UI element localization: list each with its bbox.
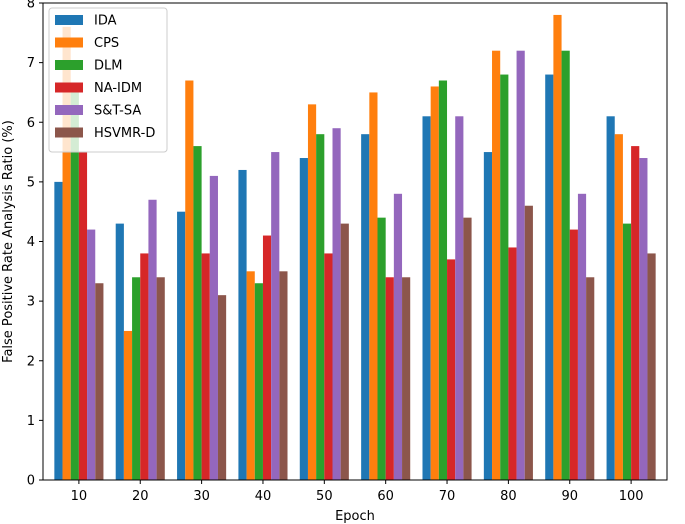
bar-cps-10	[62, 26, 71, 480]
bar-ida-20	[115, 223, 124, 481]
x-tick-label: 70	[439, 489, 456, 504]
y-axis: 0 1 2 3 4 5 6 7 8	[27, 0, 43, 489]
bar-na-idm-100	[631, 146, 640, 480]
bar-dlm-20	[132, 277, 141, 480]
bar-s-t-sa-70	[455, 116, 464, 480]
legend-swatch-na-idm	[55, 82, 83, 93]
bar-ida-70	[422, 116, 431, 480]
legend-label-na-idm: NA-IDM	[94, 81, 142, 96]
legend-label-hsvmr-d: HSVMR-D	[94, 126, 155, 141]
y-tick-label: 3	[27, 295, 35, 310]
bar-hsvmr-d-40	[279, 271, 288, 480]
bar-ida-40	[238, 169, 247, 480]
bar-hsvmr-d-10	[95, 283, 104, 480]
bar-ida-80	[483, 152, 493, 480]
legend-swatch-ida	[55, 15, 83, 25]
legend-label-cps: CPS	[94, 36, 119, 51]
x-tick-label: 30	[193, 489, 210, 504]
bar-hsvmr-d-90	[586, 277, 595, 480]
bar-cps-40	[246, 271, 255, 480]
legend-swatch-s-t-sa	[55, 105, 83, 115]
bar-na-idm-10	[78, 152, 88, 480]
legend: IDA CPS DLM NA-IDM S&T-SA HSVMR-D	[48, 7, 168, 153]
legend-label-dlm: DLM	[94, 59, 122, 74]
bar-cps-80	[492, 50, 501, 480]
legend-swatch-dlm	[55, 60, 83, 70]
bar-s-t-sa-80	[516, 50, 525, 480]
bar-ida-10	[54, 181, 63, 481]
bar-hsvmr-d-100	[647, 253, 656, 480]
bar-s-t-sa-90	[577, 193, 587, 481]
y-tick-label: 0	[27, 474, 35, 489]
bar-s-t-sa-50	[332, 128, 341, 480]
x-tick-label: 60	[377, 489, 394, 504]
bar-cps-70	[430, 86, 439, 480]
x-tick-label: 10	[71, 489, 88, 504]
y-tick-label: 6	[27, 116, 35, 131]
bar-dlm-70	[438, 80, 448, 480]
bar-hsvmr-d-50	[340, 223, 349, 481]
bar-ida-30	[177, 211, 186, 480]
bar-s-t-sa-10	[87, 229, 96, 480]
bar-dlm-50	[316, 134, 325, 480]
bar-dlm-40	[254, 283, 263, 480]
bar-hsvmr-d-30	[217, 295, 227, 480]
bar-cps-60	[369, 92, 378, 480]
bar-ida-100	[606, 116, 615, 480]
legend-label-ida: IDA	[94, 14, 117, 29]
bar-dlm-10	[70, 92, 79, 480]
bar-cps-100	[614, 134, 623, 480]
bar-dlm-30	[193, 146, 202, 480]
x-axis-label: Epoch	[335, 509, 375, 524]
bar-s-t-sa-20	[148, 199, 157, 480]
bar-na-idm-30	[201, 253, 210, 480]
y-tick-label: 4	[27, 235, 35, 250]
bar-dlm-80	[500, 74, 509, 481]
bar-s-t-sa-30	[209, 175, 218, 480]
y-axis-label: False Positive Rate Analysis Ratio (%)	[1, 120, 16, 363]
bar-cps-90	[553, 14, 562, 481]
legend-label-s-t-sa: S&T-SA	[94, 104, 141, 119]
bar-ida-50	[299, 158, 308, 480]
x-tick-label: 90	[561, 489, 578, 504]
x-axis: 10 20 30 40 50 60 70 80 90 100	[71, 480, 644, 504]
bar-cps-30	[185, 80, 194, 480]
bars-group	[54, 14, 656, 481]
bar-s-t-sa-40	[271, 152, 280, 480]
plot-frame	[42, 2, 668, 481]
bar-ida-60	[361, 134, 370, 480]
bar-s-t-sa-60	[393, 193, 403, 481]
bar-na-idm-80	[508, 247, 517, 480]
legend-swatch-cps	[55, 37, 83, 48]
bar-dlm-100	[622, 223, 632, 481]
x-tick-label: 50	[316, 489, 333, 504]
bar-na-idm-20	[140, 253, 149, 480]
bar-na-idm-40	[262, 235, 272, 480]
x-tick-label: 20	[132, 489, 149, 504]
x-tick-label: 80	[500, 489, 517, 504]
bar-hsvmr-d-20	[156, 277, 165, 480]
x-tick-label: 100	[619, 489, 644, 504]
bar-na-idm-90	[569, 229, 578, 480]
y-tick-label: 8	[27, 0, 35, 12]
bar-s-t-sa-100	[639, 158, 648, 480]
y-tick-label: 1	[27, 414, 35, 429]
bar-hsvmr-d-70	[463, 217, 472, 480]
bar-cps-50	[307, 104, 317, 481]
x-tick-label: 40	[255, 489, 272, 504]
y-tick-label: 2	[27, 354, 35, 369]
bar-dlm-90	[561, 50, 570, 480]
bar-dlm-60	[377, 217, 386, 480]
bar-hsvmr-d-80	[524, 205, 533, 481]
bar-na-idm-70	[447, 259, 456, 480]
bar-na-idm-50	[324, 253, 333, 480]
bar-na-idm-60	[385, 277, 394, 480]
y-tick-label: 5	[27, 175, 35, 190]
bar-hsvmr-d-60	[402, 277, 411, 480]
bar-ida-90	[545, 74, 554, 481]
bar-cps-20	[123, 330, 133, 480]
legend-swatch-hsvmr-d	[55, 127, 83, 138]
y-tick-label: 7	[27, 56, 35, 71]
